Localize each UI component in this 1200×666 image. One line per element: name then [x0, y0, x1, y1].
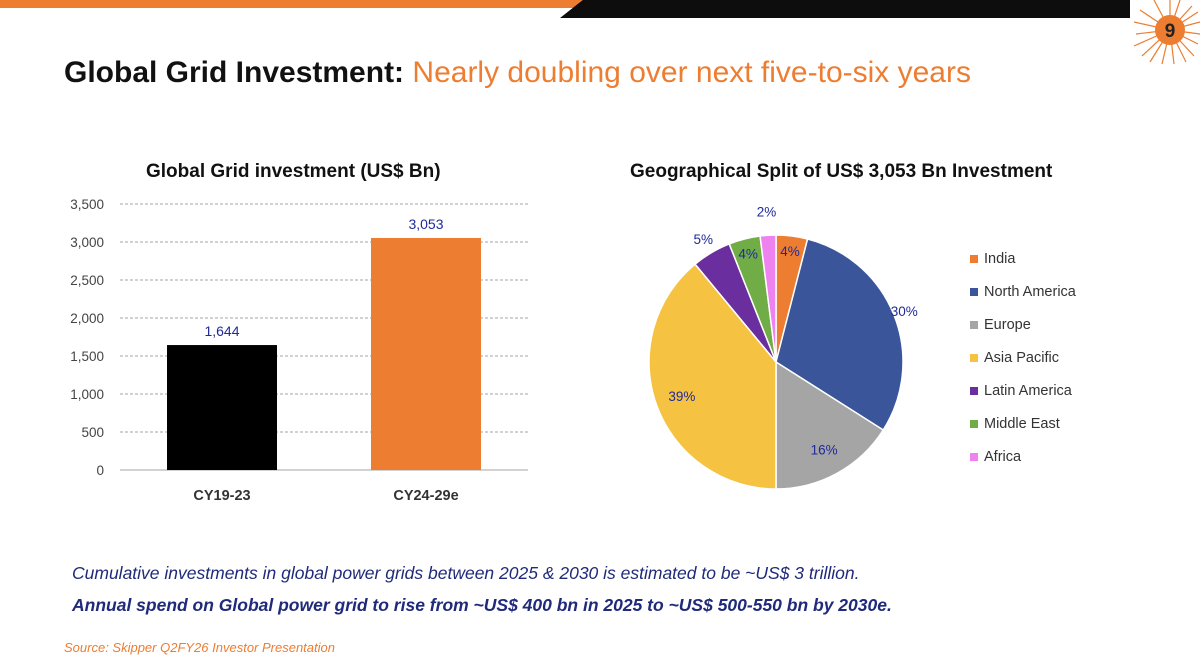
pie-value-label: 16% — [811, 443, 838, 458]
bar-category-label: CY19-23 — [193, 488, 250, 504]
page-number-badge: 9 — [1133, 0, 1200, 64]
pie-value-label: 4% — [738, 247, 758, 262]
note-annual-spend: Annual spend on Global power grid to ris… — [72, 595, 892, 615]
bar-y-tick-label: 1,500 — [70, 349, 104, 364]
legend-swatch — [970, 386, 978, 395]
pie-legend: India North America Europe Asia Pacific Lati… — [970, 242, 1076, 473]
note-cumulative: Cumulative investments in global power g… — [72, 563, 860, 583]
page-title-main: Global Grid Investment: — [64, 56, 405, 89]
legend-label: North America — [984, 283, 1076, 300]
bar-category-label: CY24-29e — [393, 488, 458, 504]
legend-label: Asia Pacific — [984, 349, 1059, 366]
legend-swatch — [970, 353, 978, 362]
bar-y-tick-label: 3,000 — [70, 235, 104, 250]
bar-y-tick-label: 3,500 — [70, 197, 104, 212]
page-title: Global Grid Investment: Nearly doubling … — [64, 56, 971, 90]
page-number: 9 — [1165, 21, 1176, 42]
bar-y-tick-label: 0 — [96, 463, 104, 478]
legend-item-asia-pacific: Asia Pacific — [970, 341, 1076, 374]
legend-swatch — [970, 320, 978, 329]
pie-value-label: 4% — [780, 244, 800, 259]
legend-swatch — [970, 254, 978, 263]
legend-label: India — [984, 250, 1016, 267]
pie-value-label: 5% — [693, 232, 713, 247]
legend-label: Africa — [984, 448, 1022, 465]
legend-item-africa: Africa — [970, 440, 1076, 473]
bar-value-label: 3,053 — [408, 216, 443, 232]
pie-value-label: 2% — [757, 204, 777, 219]
legend-label: Middle East — [984, 415, 1060, 432]
pie-value-label: 30% — [891, 304, 918, 319]
legend-label: Europe — [984, 316, 1031, 333]
legend-swatch — [970, 452, 978, 461]
bar-chart: 0 500 1,000 1,500 2,000 2,500 3,000 3,500 1,644 C… — [70, 197, 528, 504]
legend-item-middle-east: Middle East — [970, 407, 1076, 440]
pie-slice-africa — [759, 234, 777, 363]
pie-slice-asia-pacific — [648, 263, 777, 490]
bar-chart-title: Global Grid investment (US$ Bn) — [146, 161, 441, 182]
page-title-sub: Nearly doubling over next five-to-six ye… — [412, 56, 971, 89]
bar-value-label: 1,644 — [204, 323, 239, 339]
legend-label: Latin America — [984, 382, 1072, 399]
source-note: Source: Skipper Q2FY26 Investor Presenta… — [64, 640, 335, 655]
legend-item-india: India — [970, 242, 1076, 275]
bar-cy19-23 — [167, 345, 277, 470]
top-accent-bar — [0, 0, 600, 8]
legend-swatch — [970, 419, 978, 428]
legend-item-north-america: North America — [970, 275, 1076, 308]
bar-y-tick-label: 2,000 — [70, 311, 104, 326]
bar-y-tick-label: 500 — [81, 425, 104, 440]
legend-item-europe: Europe — [970, 308, 1076, 341]
pie-slice-europe — [775, 360, 885, 490]
bar-cy24-29e — [371, 237, 481, 470]
pie-chart-title: Geographical Split of US$ 3,053 Bn Inves… — [630, 161, 1053, 182]
legend-item-latin-america: Latin America — [970, 374, 1076, 407]
pie-chart: 4% 30% 16% 39% 5% 4% 2% — [648, 204, 918, 490]
legend-swatch — [970, 287, 978, 296]
pie-value-label: 39% — [668, 389, 695, 404]
top-dark-bar — [560, 0, 1130, 18]
bar-y-tick-label: 2,500 — [70, 273, 104, 288]
pie-slice-north-america — [775, 238, 904, 432]
bar-y-tick-label: 1,000 — [70, 387, 104, 402]
